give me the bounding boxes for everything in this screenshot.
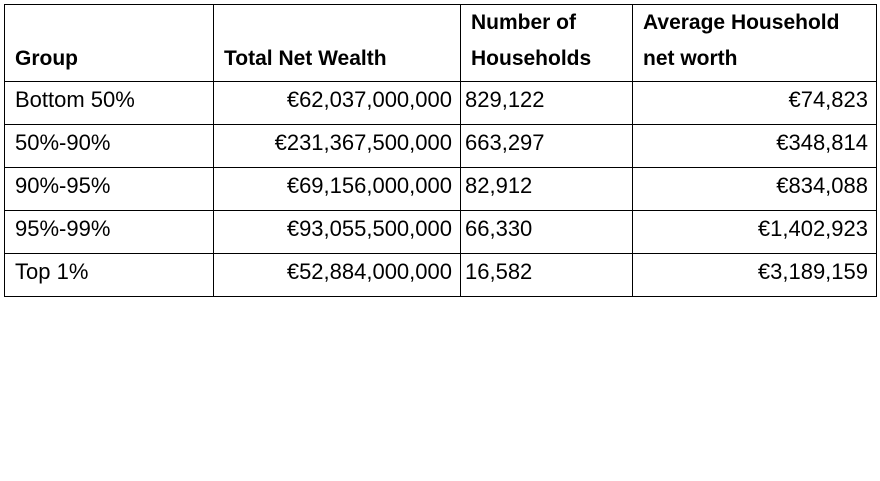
table-cell: €69,156,000,000 xyxy=(213,167,461,211)
table-cell: Bottom 50% xyxy=(4,81,214,125)
table-row: Bottom 50% €62,037,000,000 829,122 €74,823 xyxy=(4,81,877,125)
table-cell: 82,912 xyxy=(460,167,633,211)
table-cell: €62,037,000,000 xyxy=(213,81,461,125)
header-row: Group Total Net Wealth Number of Household… xyxy=(4,4,877,82)
table-cell: €1,402,923 xyxy=(632,210,877,254)
table-row: 50%-90% €231,367,500,000 663,297 €348,814 xyxy=(4,124,877,168)
wealth-table: Group Total Net Wealth Number of Household… xyxy=(4,4,877,297)
table-cell: 16,582 xyxy=(460,253,633,297)
header-cell: Average Household net worth xyxy=(632,4,877,82)
table-cell: 663,297 xyxy=(460,124,633,168)
table-cell: 829,122 xyxy=(460,81,633,125)
table-row: Top 1% €52,884,000,000 16,582 €3,189,159 xyxy=(4,253,877,297)
table-cell: €52,884,000,000 xyxy=(213,253,461,297)
table-cell: €348,814 xyxy=(632,124,877,168)
header-cell: Group xyxy=(4,4,214,82)
table-cell: €93,055,500,000 xyxy=(213,210,461,254)
header-cell: Total Net Wealth xyxy=(213,4,461,82)
table-cell: 66,330 xyxy=(460,210,633,254)
table-row: 95%-99% €93,055,500,000 66,330 €1,402,923 xyxy=(4,210,877,254)
header-cell: Number of Households xyxy=(460,4,633,82)
table-cell: €74,823 xyxy=(632,81,877,125)
table-cell: Top 1% xyxy=(4,253,214,297)
table-cell: 90%-95% xyxy=(4,167,214,211)
table-cell: 50%-90% xyxy=(4,124,214,168)
table-row: 90%-95% €69,156,000,000 82,912 €834,088 xyxy=(4,167,877,211)
table-cell: €231,367,500,000 xyxy=(213,124,461,168)
table-cell: €3,189,159 xyxy=(632,253,877,297)
table-cell: 95%-99% xyxy=(4,210,214,254)
table-cell: €834,088 xyxy=(632,167,877,211)
table-body: Bottom 50% €62,037,000,000 829,122 €74,823 5… xyxy=(4,81,877,297)
